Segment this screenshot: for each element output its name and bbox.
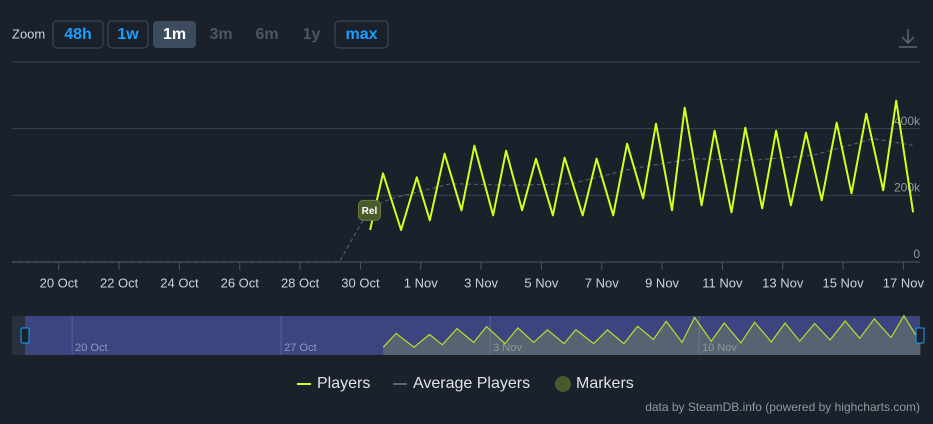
zoom-label: Zoom [12,26,45,41]
zoom-button: 6m [255,26,278,43]
zoom-button-label: 1w [117,26,139,43]
navigator-tick-label: 27 Oct [284,342,316,354]
zoom-button-label: 3m [209,26,232,43]
x-tick-label: 24 Oct [160,275,199,290]
zoom-button-bg [334,20,389,49]
legend-swatch [555,376,571,392]
x-tick-label: 30 Oct [341,275,380,290]
legend-item[interactable]: Markers [555,375,634,392]
zoom-button-label: 1m [163,26,186,43]
x-tick-label: 17 Nov [883,275,925,290]
y-tick-label: 0 [913,247,920,261]
x-tick-label: 11 Nov [702,275,743,290]
zoom-button[interactable]: 1w [107,20,149,49]
navigator-handle[interactable] [915,327,925,344]
marker-label: Rel [362,206,378,217]
x-tick-label: 15 Nov [822,275,864,290]
navigator-tick-label: 10 Nov [702,342,737,354]
download-glyph [899,29,917,48]
navigator-handle[interactable] [20,327,30,344]
credit: data by SteamDB.info (powered by highcha… [645,400,920,414]
players-line [369,99,915,231]
x-tick-label: 22 Oct [100,275,139,290]
zoom-button[interactable]: max [334,20,389,49]
zoom-button-bg [52,20,104,49]
legend-label: Average Players [413,375,530,392]
x-tick-label: 20 Oct [40,275,79,290]
zoom-button-bg [153,21,196,48]
legend-label: Players [317,375,370,392]
x-tick-label: 5 Nov [524,275,558,290]
zoom-button-label: max [345,26,377,43]
navigator-tick-label: 20 Oct [75,342,107,354]
zoom-button-label: 1y [303,26,321,43]
download-icon[interactable] [899,29,917,48]
x-tick-label: 28 Oct [281,275,320,290]
zoom-button[interactable]: 48h [52,20,104,49]
zoom-button-label: 48h [64,26,92,43]
x-tick-label: 13 Nov [762,275,804,290]
x-tick-label: 7 Nov [585,275,619,290]
x-tick-label: 1 Nov [404,275,438,290]
marker [357,199,381,221]
zoom-button: 1y [303,26,321,43]
navigator-area [383,315,921,355]
navigator-tick-label: 3 Nov [493,342,522,354]
x-tick-label: 9 Nov [645,275,679,290]
zoom-button: 3m [209,26,232,43]
legend-item[interactable]: Players [297,375,370,392]
zoom-button[interactable]: 1m [153,21,196,48]
legend-label: Markers [576,375,634,392]
navigator-line [382,314,922,348]
y-tick-label: 200k [894,181,921,195]
legend-item[interactable]: Average Players [393,375,530,392]
zoom-button-label: 6m [255,26,278,43]
x-tick-label: 3 Nov [464,275,498,290]
x-tick-label: 26 Oct [221,275,260,290]
zoom-button-bg [107,20,149,49]
navigator-selection [25,316,920,355]
